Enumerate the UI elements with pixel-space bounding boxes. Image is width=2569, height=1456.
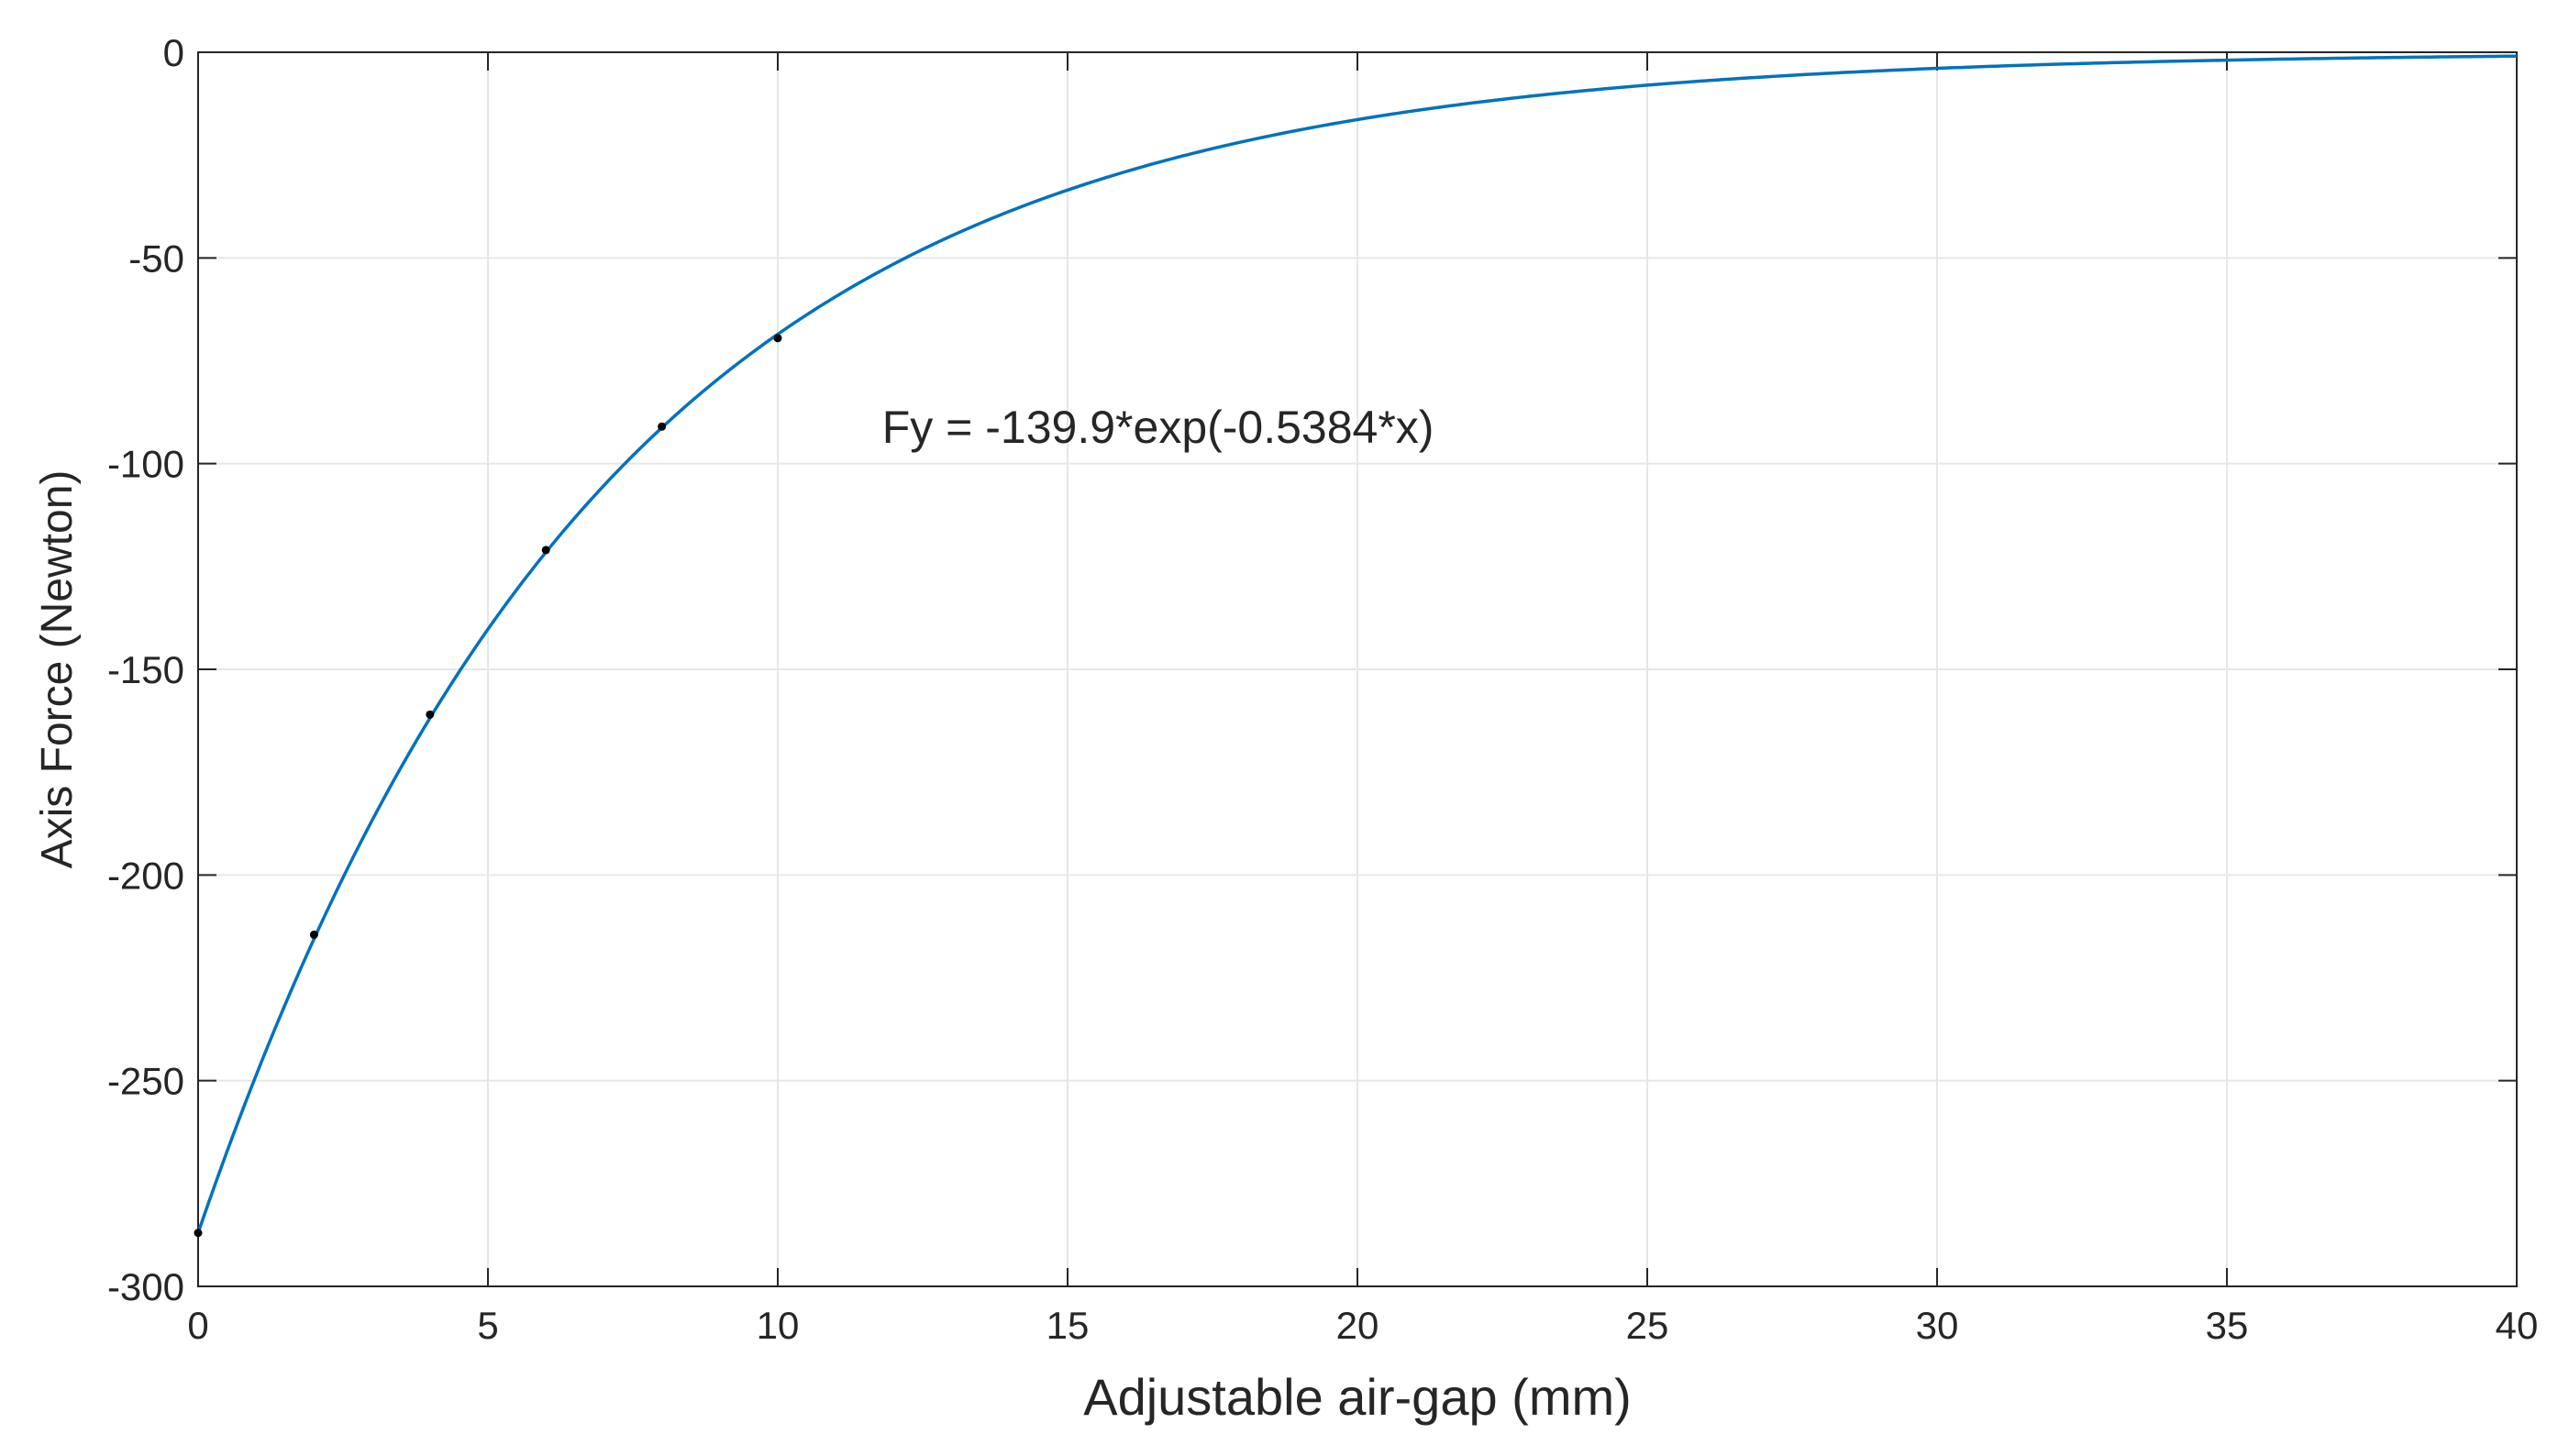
data-point	[658, 422, 667, 431]
x-tick-label: 15	[1046, 1304, 1090, 1347]
x-tick-label: 5	[477, 1304, 498, 1347]
y-tick-label: -100	[107, 443, 184, 486]
equation-annotation: Fy = -139.9*exp(-0.5384*x)	[882, 402, 1434, 453]
data-markers	[194, 334, 782, 1238]
x-tick-label: 0	[187, 1304, 208, 1347]
data-point	[541, 546, 550, 555]
data-point	[773, 334, 782, 343]
y-tick-label: -150	[107, 648, 184, 691]
y-tick-label: -250	[107, 1060, 184, 1103]
x-tick-labels: 0 5 10 15 20 25 30 35 40	[187, 1304, 2538, 1347]
data-point	[309, 930, 318, 939]
x-tick-label: 30	[1916, 1304, 1959, 1347]
y-tick-label: 0	[163, 31, 184, 74]
x-tick-label: 10	[757, 1304, 800, 1347]
x-tick-label: 35	[2206, 1304, 2249, 1347]
data-point	[194, 1229, 203, 1238]
grid-lines	[197, 51, 2518, 1287]
y-axis-label: Axis Force (Newton)	[33, 470, 82, 869]
data-point	[426, 710, 435, 719]
y-tick-label: -50	[128, 237, 184, 280]
y-tick-label: -200	[107, 854, 184, 897]
x-axis-label: Adjustable air-gap (mm)	[1083, 1368, 1632, 1426]
x-tick-label: 20	[1336, 1304, 1379, 1347]
y-tick-labels: 0 -50 -100 -150 -200 -250 -300	[107, 31, 184, 1308]
x-tick-label: 40	[2496, 1304, 2539, 1347]
y-tick-label: -300	[107, 1265, 184, 1308]
fitted-curve	[196, 54, 2518, 1234]
x-tick-label: 25	[1626, 1304, 1669, 1347]
axis-ticks	[197, 51, 2518, 1287]
